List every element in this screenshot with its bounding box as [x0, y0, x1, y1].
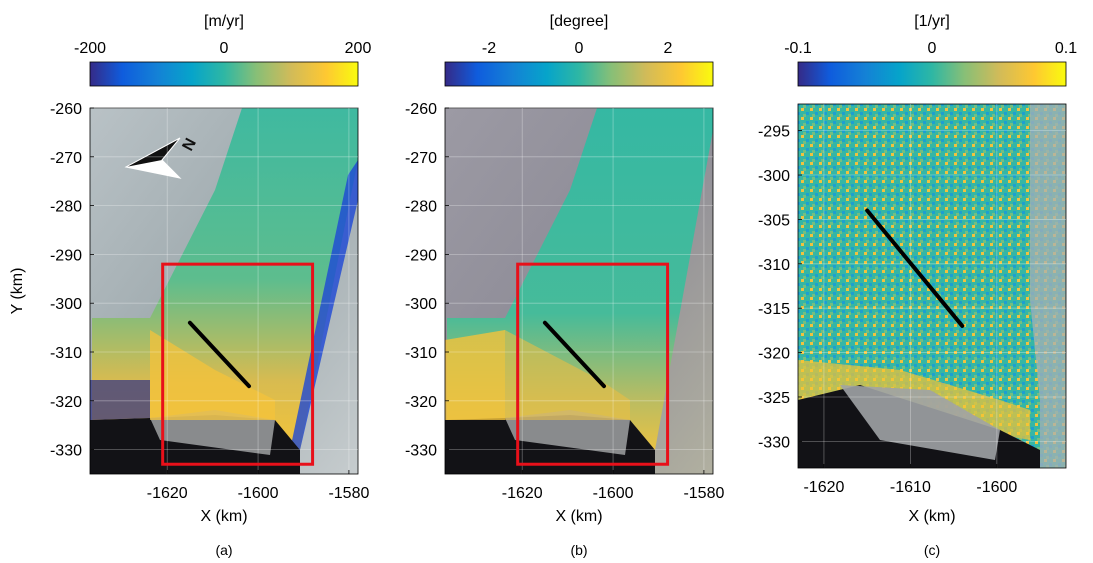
y-tick-label-b: -290: [405, 247, 437, 264]
y-tick-label-a: -320: [50, 394, 82, 411]
y-tick-label-b: -300: [405, 296, 437, 313]
x-ticks-c: -1620 -1610 -1600: [803, 104, 1017, 496]
y-tick-label-b: -280: [405, 199, 437, 216]
x-axis-label-c: X (km): [908, 508, 955, 525]
plot-frame-c: [797, 103, 1067, 469]
x-tick-label-c: -1610: [890, 479, 931, 496]
panel-c: [1/yr] -0.1 0 0.1 -1620 -1610 -1600 -295 -3…: [758, 13, 1077, 558]
x-tick-label-a: -1580: [328, 485, 369, 502]
colorbar-tick-c-2: 0.1: [1055, 40, 1077, 57]
y-tick-label-c: -295: [758, 124, 790, 141]
y-ticks-c: -295 -300 -305 -310 -315 -320 -325 -330: [758, 124, 1066, 451]
y-tick-label-c: -310: [758, 257, 790, 274]
x-tick-label-c: -1600: [976, 479, 1017, 496]
y-tick-label-b: -260: [405, 101, 437, 118]
terrain-right-c: [1030, 104, 1066, 468]
profile-line-a: [187, 320, 251, 389]
y-tick-label-a: -260: [50, 101, 82, 118]
ice-front-b: [505, 410, 630, 455]
colorbar-label-b: [degree]: [550, 13, 609, 30]
colorbar-tick-c-1: 0: [928, 40, 937, 57]
y-tick-label-c: -305: [758, 212, 790, 229]
colorbar-tick-a-1: 0: [220, 40, 229, 57]
colorbar-label-c: [1/yr]: [914, 13, 950, 30]
y-tick-label-a: -280: [50, 199, 82, 216]
panel-b: [degree] -2 0 2 -1620 -1600 -1580 -260 -270…: [405, 13, 725, 558]
x-ticks-b: -1620 -1600 -1580: [502, 108, 724, 502]
y-tick-label-a: -310: [50, 345, 82, 362]
panel-a: [m/yr] -200 0 200 N -1620 -1600 -1580 -260…: [9, 13, 371, 558]
profile-line-c: [865, 208, 965, 328]
panel-label-b: (b): [570, 542, 587, 558]
x-tick-label-a: -1600: [238, 485, 279, 502]
colorbar-ticks-a: -200 0 200: [74, 40, 371, 57]
colorbar-b: [444, 61, 714, 87]
panel-label-a: (a): [215, 542, 232, 558]
y-tick-label-a: -290: [50, 247, 82, 264]
map-b: [445, 108, 713, 474]
yellow-patch-b: [445, 330, 505, 420]
ice-front-c: [840, 385, 1000, 460]
x-tick-label-c: -1620: [803, 479, 844, 496]
north-arrow: N: [124, 136, 200, 179]
overlays-a: [161, 262, 315, 466]
x-tick-label-b: -1620: [502, 485, 543, 502]
x-axis-label-b: X (km): [555, 508, 602, 525]
colorbar-tick-b-2: 2: [664, 40, 673, 57]
colorbar-tick-b-0: -2: [482, 40, 496, 57]
map-a: [90, 108, 358, 474]
colorbar-tick-a-2: 200: [345, 40, 372, 57]
y-tick-label-b: -320: [405, 394, 437, 411]
x-ticks-a: -1620 -1600 -1580: [147, 108, 369, 502]
margin-blue-a: [290, 160, 358, 450]
y-ticks-a: -260 -270 -280 -290 -300 -310 -320 -330: [50, 101, 358, 460]
y-tick-label-c: -330: [758, 434, 790, 451]
y-tick-label-b: -270: [405, 150, 437, 167]
y-axis-label-a: Y (km): [9, 268, 26, 315]
y-tick-label-c: -300: [758, 168, 790, 185]
colorbar-tick-b-1: 0: [575, 40, 584, 57]
north-arrow-white-half: [126, 160, 180, 178]
y-tick-label-c: -315: [758, 301, 790, 318]
study-area-box-a: [161, 262, 315, 466]
overlays-b: [516, 262, 670, 466]
panel-label-c: (c): [924, 542, 940, 558]
orange-patch-b: [505, 330, 630, 420]
x-tick-label-b: -1580: [683, 485, 724, 502]
colorbar-c: [797, 61, 1067, 87]
colorbar-ticks-c: -0.1 0 0.1: [784, 40, 1077, 57]
colorbar-tick-c-0: -0.1: [784, 40, 812, 57]
x-tick-label-b: -1600: [593, 485, 634, 502]
x-axis-label-a: X (km): [200, 508, 247, 525]
y-tick-label-c: -320: [758, 346, 790, 363]
overlays-c: [865, 208, 965, 328]
x-tick-label-a: -1620: [147, 485, 188, 502]
y-tick-label-c: -325: [758, 390, 790, 407]
colorbar-ticks-b: -2 0 2: [482, 40, 673, 57]
plot-frame-b: [444, 107, 714, 475]
y-tick-label-b: -310: [405, 345, 437, 362]
colorbar-a: [89, 61, 359, 87]
y-tick-label-b: -330: [405, 443, 437, 460]
y-tick-label-a: -300: [50, 296, 82, 313]
colorbar-label-a: [m/yr]: [204, 13, 244, 30]
yellow-patch-a: [150, 330, 275, 420]
map-c: [798, 104, 1066, 468]
colorbar-tick-a-0: -200: [74, 40, 106, 57]
ice-front-a: [150, 410, 275, 455]
y-tick-label-a: -270: [50, 150, 82, 167]
profile-line-b: [542, 320, 606, 389]
melange-a: [90, 380, 150, 420]
plot-frame-a: [89, 107, 359, 475]
y-ticks-b: -260 -270 -280 -290 -300 -310 -320 -330: [405, 101, 713, 460]
study-area-box-b: [516, 262, 670, 466]
y-tick-label-a: -330: [50, 443, 82, 460]
